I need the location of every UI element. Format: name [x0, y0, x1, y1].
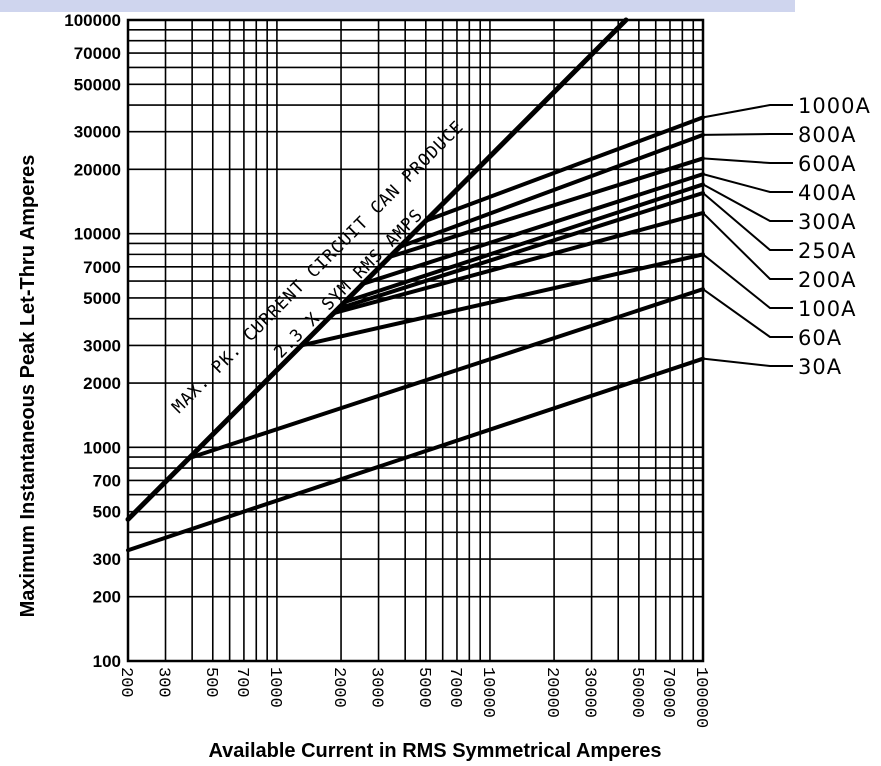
series-label-60a: 60A	[798, 326, 842, 350]
leader-line	[702, 253, 793, 309]
y-tick-label: 7000	[83, 258, 121, 277]
series-line-100a	[299, 252, 705, 348]
y-tick-label: 50000	[74, 75, 121, 94]
grid	[126, 18, 705, 663]
x-tick-label: 50000	[627, 667, 646, 718]
series-label-600a: 600A	[798, 152, 856, 176]
series-label-250a: 250A	[798, 239, 856, 263]
leader-line	[702, 357, 793, 367]
series-line-250a	[339, 190, 705, 310]
x-tick-label: 20000	[542, 667, 561, 718]
y-tick-label: 10000	[74, 225, 121, 244]
series-label-100a: 100A	[798, 297, 856, 321]
y-tick-label: 500	[93, 503, 121, 522]
series-labels: 1000A 800A 600A 400A 300A 250A 200A 100A 60A 30A	[798, 94, 871, 379]
leader-line	[702, 288, 793, 338]
x-tick-label: 2000	[329, 667, 348, 708]
y-tick-label: 300	[93, 550, 121, 569]
leader-line	[702, 173, 793, 193]
y-tick-label: 70000	[74, 44, 121, 63]
series-line-60a	[190, 287, 705, 460]
x-tick-label: 300	[154, 667, 173, 698]
leader-line	[702, 212, 793, 280]
series-line-600a	[388, 156, 705, 259]
x-tick-label: 200	[116, 667, 135, 698]
series-line-400a	[359, 172, 705, 287]
y-tick-label: 100000	[64, 11, 121, 30]
y-tick-label: 3000	[83, 336, 121, 355]
series-line-200a	[331, 210, 705, 316]
y-tick-label: 2000	[83, 374, 121, 393]
x-tick-label: 500	[201, 667, 220, 698]
series-label-1000a: 1000A	[798, 94, 871, 118]
x-tick-label: 100000	[691, 667, 710, 728]
series-label-200a: 200A	[798, 268, 856, 292]
plot-frame	[126, 18, 705, 663]
y-tick-label: 700	[93, 471, 121, 490]
max-peak-line	[125, 17, 629, 522]
x-tick-label: 700	[232, 667, 251, 698]
x-tick-labels: 200 300 500 700 1000 2000 3000 5000 7000 10000 200…	[116, 667, 710, 728]
series-label-30a: 30A	[798, 355, 842, 379]
series-label-300a: 300A	[798, 210, 856, 234]
x-tick-label: 7000	[445, 667, 464, 708]
y-axis-title: Maximum Instantaneous Peak Let-Thru Ampe…	[17, 155, 39, 618]
leader-line	[702, 192, 793, 251]
series-label-400a: 400A	[798, 181, 856, 205]
header-banner	[0, 0, 795, 12]
series-line-30a	[126, 356, 705, 553]
series-label-800a: 800A	[798, 123, 856, 147]
x-axis-title: Available Current in RMS Symmetrical Amp…	[208, 740, 661, 762]
series-line-300a	[343, 182, 705, 304]
y-tick-labels: 100 200 300 500 700 1000 2000 3000 5000 7000 10000…	[64, 11, 121, 671]
series-line-800a	[398, 132, 705, 249]
y-tick-label: 200	[93, 588, 121, 607]
x-tick-label: 70000	[658, 667, 677, 718]
leader-line	[702, 157, 793, 164]
label-leaders	[702, 104, 793, 367]
y-tick-label: 5000	[83, 289, 121, 308]
leader-line	[702, 104, 793, 119]
x-tick-label: 30000	[580, 667, 599, 718]
x-tick-label: 5000	[414, 667, 433, 708]
y-tick-label: 1000	[83, 438, 121, 457]
x-tick-label: 3000	[367, 667, 386, 708]
y-tick-label: 20000	[74, 160, 121, 179]
leader-line	[702, 133, 793, 136]
series-lines	[125, 17, 705, 553]
y-tick-label: 100	[93, 652, 121, 671]
x-tick-label: 1000	[265, 667, 284, 708]
x-tick-label: 10000	[478, 667, 497, 718]
leader-line	[702, 183, 793, 222]
y-tick-label: 30000	[74, 123, 121, 142]
series-line-1000a	[423, 115, 705, 223]
